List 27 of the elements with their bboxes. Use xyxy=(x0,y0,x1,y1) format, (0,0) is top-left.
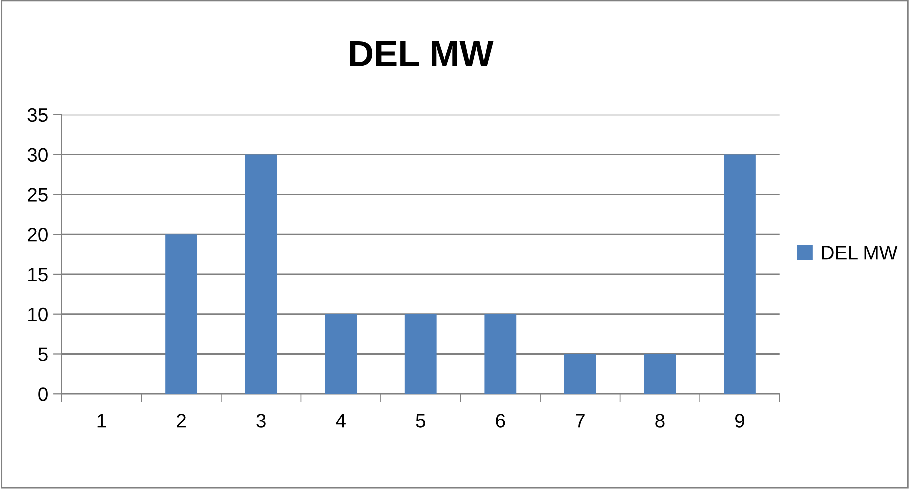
y-tick-label: 15 xyxy=(28,268,48,282)
x-tick-label: 6 xyxy=(496,414,506,428)
bar xyxy=(245,154,278,394)
x-tick-label: 2 xyxy=(177,414,186,428)
x-tick-label: 4 xyxy=(336,414,346,428)
bar xyxy=(166,234,198,394)
bar xyxy=(564,354,596,394)
y-tick-label: 10 xyxy=(28,308,48,322)
chart-title: DEL MW xyxy=(350,41,494,66)
bar xyxy=(325,314,358,394)
bar xyxy=(484,314,517,394)
y-tick-label: 25 xyxy=(28,188,48,202)
y-tick-label: 30 xyxy=(28,148,48,162)
y-tick-label: 5 xyxy=(38,348,48,362)
x-tick-label: 3 xyxy=(256,414,266,428)
x-tick-label: 9 xyxy=(735,414,744,428)
bar xyxy=(404,314,437,394)
y-tick-label: 20 xyxy=(28,228,48,242)
y-tick-label: 0 xyxy=(38,388,48,402)
bar xyxy=(644,354,676,394)
bar xyxy=(724,154,756,394)
legend-label: DEL MW xyxy=(822,246,898,260)
x-tick-label: 7 xyxy=(576,414,585,428)
x-tick-label: 8 xyxy=(656,414,665,428)
x-tick-label: 5 xyxy=(416,414,426,428)
x-tick-label: 1 xyxy=(98,414,106,428)
y-tick-label: 35 xyxy=(28,108,48,122)
